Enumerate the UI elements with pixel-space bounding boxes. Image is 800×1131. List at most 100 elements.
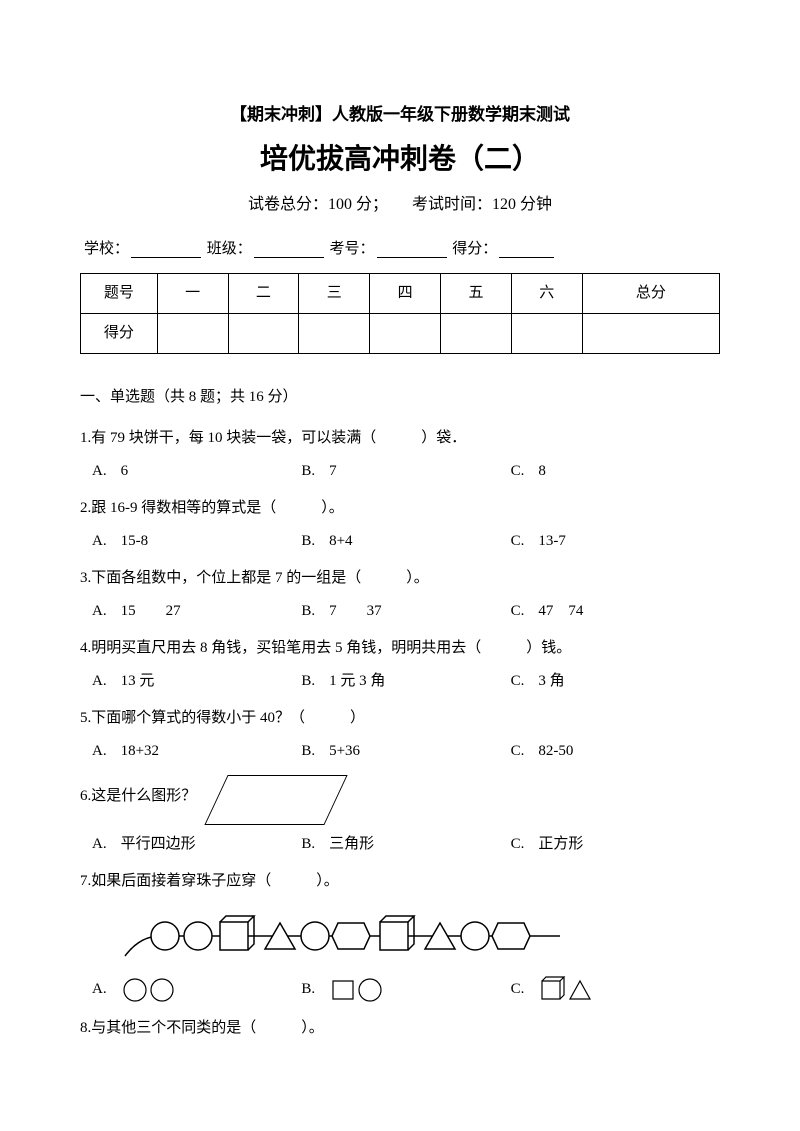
question-6: 6.这是什么图形？ [80, 783, 196, 810]
th-label: 题号 [81, 273, 158, 313]
table-row: 得分 [81, 313, 720, 353]
opt-text: 18+32 [121, 738, 159, 765]
opt-text: 7 37 [329, 598, 382, 625]
opt-label: A. [92, 458, 107, 485]
q6-opt-c[interactable]: C. 正方形 [511, 831, 720, 858]
score-cell[interactable] [370, 313, 441, 353]
opt-label: C. [511, 598, 525, 625]
q1-opt-a[interactable]: A.6 [92, 458, 301, 485]
label-school: 学校： [84, 241, 129, 257]
score-table: 题号 一 二 三 四 五 六 总分 得分 [80, 273, 720, 354]
q2-opt-c[interactable]: C.13-7 [511, 528, 720, 555]
q3-opt-b[interactable]: B. 7 37 [301, 598, 510, 625]
opt-text: 1 元 3 角 [329, 668, 385, 695]
q1-options: A.6 B.7 C. 8 [92, 458, 720, 485]
opt-text: 82-50 [538, 738, 573, 765]
question-5: 5.下面哪个算式的得数小于 40？（ ） [80, 705, 720, 732]
blank-id[interactable] [377, 240, 447, 258]
opt-text: 47 74 [538, 598, 583, 625]
score-cell[interactable] [582, 313, 719, 353]
q5-opt-c[interactable]: C. 82-50 [511, 738, 720, 765]
opt-text: 13-7 [538, 528, 566, 555]
q7-opt-b[interactable]: B. [301, 975, 510, 1005]
opt-text: 平行四边形 [121, 831, 196, 858]
question-1: 1.有 79 块饼干，每 10 块装一袋，可以装满（ ）袋． [80, 425, 720, 452]
question-8: 8.与其他三个不同类的是（ ）。 [80, 1015, 720, 1042]
q4-opt-c[interactable]: C.3 角 [511, 668, 720, 695]
opt-text: 15 27 [121, 598, 181, 625]
score-cell[interactable] [511, 313, 582, 353]
q5-opt-a[interactable]: A. 18+32 [92, 738, 301, 765]
q4-options: A.13 元 B. 1 元 3 角 C.3 角 [92, 668, 720, 695]
question-4: 4.明明买直尺用去 8 角钱，买铅笔用去 5 角钱，明明共用去（ ）钱。 [80, 635, 720, 662]
q1-opt-c[interactable]: C. 8 [511, 458, 720, 485]
th-col: 四 [370, 273, 441, 313]
th-col: 三 [299, 273, 370, 313]
q2-opt-a[interactable]: A. 15-8 [92, 528, 301, 555]
score-cell[interactable] [299, 313, 370, 353]
section-1-title: 一、单选题（共 8 题；共 16 分） [80, 384, 720, 411]
blank-score[interactable] [499, 240, 554, 258]
q7-opt-a[interactable]: A. [92, 975, 301, 1005]
th-col: 五 [441, 273, 512, 313]
question-3: 3.下面各组数中，个位上都是 7 的一组是（ ）。 [80, 565, 720, 592]
blank-school[interactable] [131, 240, 201, 258]
opt-label: C. [511, 738, 525, 765]
q7-options: A. B. C. [92, 975, 720, 1005]
th-score-label: 得分 [81, 313, 158, 353]
opt-text: 7 [329, 458, 337, 485]
q7-opt-c[interactable]: C. [511, 975, 720, 1005]
opt-text: 5+36 [329, 738, 360, 765]
beads-pattern-icon [120, 901, 600, 971]
th-col: 六 [511, 273, 582, 313]
opt-label: C. [511, 668, 525, 695]
th-col: 一 [157, 273, 228, 313]
opt-label: A. [92, 831, 107, 858]
label-class: 班级： [207, 241, 252, 257]
question-7: 7.如果后面接着穿珠子应穿（ ）。 [80, 868, 720, 895]
opt-label: A. [92, 738, 107, 765]
q3-opt-a[interactable]: A. 15 27 [92, 598, 301, 625]
opt-label: C. [511, 976, 525, 1003]
beads-opt-a-icon [121, 975, 181, 1005]
exam-title: 培优拔高冲刺卷（二） [80, 135, 720, 185]
opt-label: B. [301, 738, 315, 765]
q2-opt-b[interactable]: B.8+4 [301, 528, 510, 555]
q5-options: A. 18+32 B. 5+36 C. 82-50 [92, 738, 720, 765]
parallelogram-icon [205, 775, 348, 825]
table-row: 题号 一 二 三 四 五 六 总分 [81, 273, 720, 313]
q6-opt-a[interactable]: A. 平行四边形 [92, 831, 301, 858]
score-cell[interactable] [441, 313, 512, 353]
q4-opt-b[interactable]: B. 1 元 3 角 [301, 668, 510, 695]
exam-meta: 试卷总分：100 分； 考试时间：120 分钟 [80, 191, 720, 220]
opt-label: A. [92, 528, 107, 555]
q4-opt-a[interactable]: A.13 元 [92, 668, 301, 695]
score-cell[interactable] [228, 313, 299, 353]
beads-opt-b-icon [329, 975, 389, 1005]
opt-text: 正方形 [538, 831, 583, 858]
opt-label: C. [511, 831, 525, 858]
opt-text: 8 [538, 458, 546, 485]
q1-opt-b[interactable]: B.7 [301, 458, 510, 485]
opt-label: B. [301, 831, 315, 858]
q5-opt-b[interactable]: B. 5+36 [301, 738, 510, 765]
opt-label: C. [511, 458, 525, 485]
opt-label: A. [92, 976, 107, 1003]
th-col: 总分 [582, 273, 719, 313]
opt-label: B. [301, 598, 315, 625]
th-col: 二 [228, 273, 299, 313]
question-2: 2.跟 16-9 得数相等的算式是（ ）。 [80, 495, 720, 522]
opt-text: 三角形 [329, 831, 374, 858]
opt-label: A. [92, 668, 107, 695]
score-cell[interactable] [157, 313, 228, 353]
opt-label: B. [301, 976, 315, 1003]
q3-opt-c[interactable]: C. 47 74 [511, 598, 720, 625]
blank-class[interactable] [254, 240, 324, 258]
opt-label: A. [92, 598, 107, 625]
label-score: 得分： [452, 241, 497, 257]
q6-opt-b[interactable]: B. 三角形 [301, 831, 510, 858]
exam-header: 【期末冲刺】人教版一年级下册数学期末测试 [80, 100, 720, 131]
opt-label: B. [301, 668, 315, 695]
opt-text: 15-8 [121, 528, 149, 555]
q6-options: A. 平行四边形 B. 三角形 C. 正方形 [92, 831, 720, 858]
